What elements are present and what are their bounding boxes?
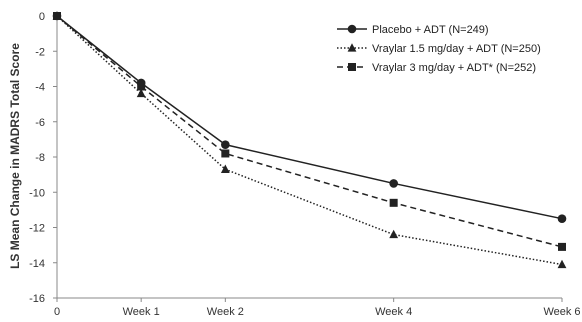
legend-swatch-marker (348, 63, 356, 71)
legend: Placebo + ADT (N=249) Vraylar 1.5 mg/day … (337, 24, 541, 74)
y-tick-label: 0 (39, 11, 45, 23)
data-point (558, 242, 566, 251)
legend-item: Placebo + ADT (N=249) (337, 24, 489, 36)
y-tick-label: -2 (35, 46, 45, 58)
x-tick-label: Week 1 (123, 306, 160, 318)
legend-item: Vraylar 1.5 mg/day + ADT (N=250) (337, 43, 541, 55)
x-tick-label: Week 6 (543, 306, 580, 318)
y-axis-title: LS Mean Change in MADRS Total Score (8, 43, 22, 269)
data-point (389, 229, 399, 239)
y-tick-label: -16 (29, 293, 45, 305)
data-point (389, 198, 398, 207)
y-tick-label: -4 (35, 82, 45, 94)
data-point (557, 214, 567, 223)
x-tick-label: Week 2 (207, 306, 244, 318)
x-tick-label: Week 4 (375, 306, 412, 318)
y-tick-label: -8 (35, 152, 45, 164)
legend-swatch-marker (347, 24, 357, 34)
y-tick-label: -12 (29, 223, 45, 235)
series-circle (52, 11, 567, 223)
data-point (136, 88, 146, 98)
series-layer (52, 11, 567, 269)
legend-item: Vraylar 3 mg/day + ADT* (N=252) (337, 62, 536, 74)
axes: 0 -2 -4 -6 -8 -10 -12 -14 -16 0 Week 1 Week 2 Week 4… (29, 11, 580, 318)
legend-label: Placebo + ADT (N=249) (372, 24, 489, 36)
legend-label: Vraylar 1.5 mg/day + ADT (N=250) (372, 43, 541, 55)
data-point (221, 140, 230, 149)
data-point (220, 164, 230, 173)
data-point (221, 149, 230, 158)
data-point (557, 259, 567, 269)
data-point (52, 11, 62, 21)
data-point (136, 78, 146, 88)
y-tick-label: -6 (35, 117, 45, 129)
legend-swatch-marker (347, 43, 357, 52)
data-point (389, 179, 398, 188)
x-tick-label: 0 (54, 306, 60, 318)
series-line (56, 15, 563, 248)
y-tick-label: -14 (29, 258, 45, 270)
legend-label: Vraylar 3 mg/day + ADT* (N=252) (372, 62, 536, 74)
y-tick-label: -10 (29, 187, 45, 199)
